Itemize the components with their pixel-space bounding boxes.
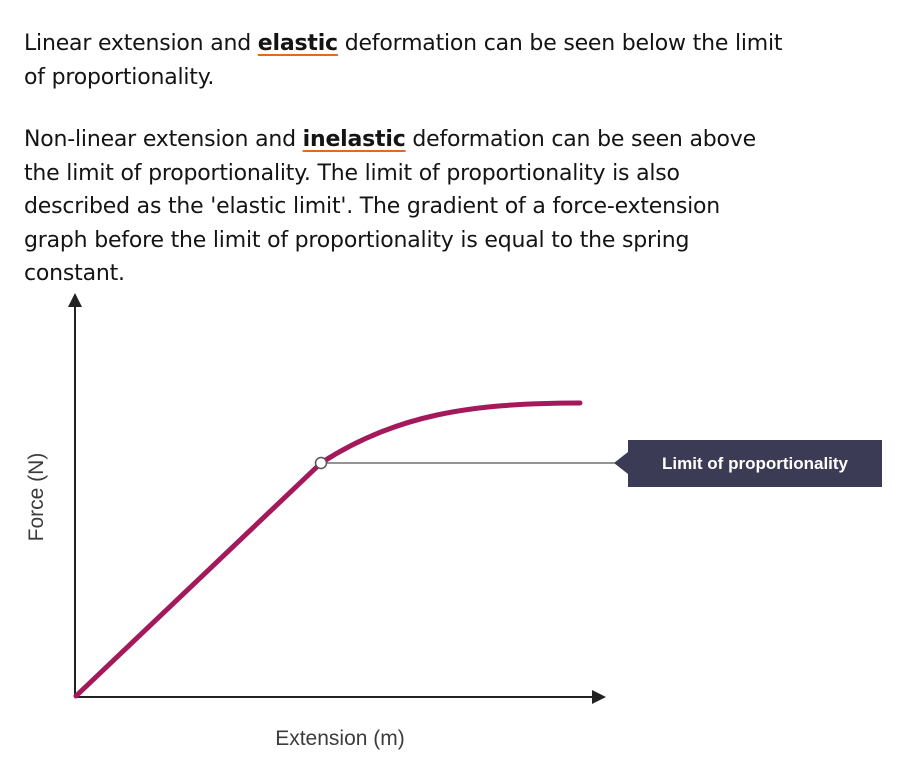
x-axis-label: Extension (m) bbox=[275, 727, 405, 750]
paragraph-elastic: Linear extension and elastic deformation… bbox=[24, 27, 784, 94]
y-axis-arrowhead bbox=[68, 293, 82, 307]
paragraph1-text-before: Linear extension and bbox=[24, 31, 258, 56]
limit-of-proportionality-point bbox=[314, 456, 328, 470]
callout-label: Limit of proportionality bbox=[662, 454, 849, 473]
y-axis-label: Force (N) bbox=[25, 453, 48, 542]
paragraph2-text-before: Non-linear extension and bbox=[24, 127, 303, 152]
limit-callout: Limit of proportionality bbox=[614, 440, 882, 487]
elastic-keyword-link[interactable]: elastic bbox=[257, 31, 338, 56]
callout-box bbox=[628, 440, 882, 487]
x-axis-arrowhead bbox=[592, 690, 606, 704]
nonlinear-region-curve bbox=[318, 400, 583, 466]
linear-region-line bbox=[73, 460, 324, 699]
paragraph1-text-after: deformation can be seen below the limit … bbox=[24, 31, 783, 90]
inelastic-keyword-link[interactable]: inelastic bbox=[302, 127, 406, 152]
paragraph-inelastic: Non-linear extension and inelastic defor… bbox=[24, 123, 784, 291]
callout-pointer bbox=[614, 452, 628, 474]
paragraph2-text-after: deformation can be seen above the limit … bbox=[24, 127, 756, 286]
